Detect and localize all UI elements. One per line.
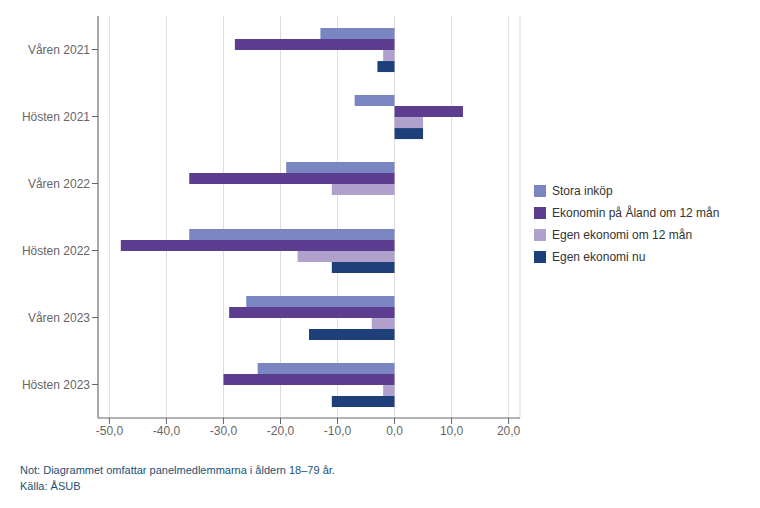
html-text:Källa: ÅSUB: Källa: ÅSUB: [20, 480, 81, 492]
svg-text:Hösten 2023: Hösten 2023: [22, 378, 90, 392]
html-text:Stora inköp: Stora inköp: [552, 184, 613, 198]
html-text:Ekonomin på Åland om 12 mån: Ekonomin på Åland om 12 mån: [552, 206, 720, 220]
html-text:Not: Diagrammet omfattar panel: Not: Diagrammet omfattar panelmedlemmarn…: [20, 464, 335, 476]
svg-text:Våren 2023: Våren 2023: [28, 311, 90, 325]
svg-text:Hösten 2021: Hösten 2021: [22, 110, 90, 124]
svg-text:-40,0: -40,0: [153, 424, 181, 438]
svg-text:Hösten 2022: Hösten 2022: [22, 244, 90, 258]
svg-text:-10,0: -10,0: [324, 424, 352, 438]
svg-text:20,0: 20,0: [497, 424, 521, 438]
svg-text:Våren 2021: Våren 2021: [28, 43, 90, 57]
svg-text:-20,0: -20,0: [267, 424, 295, 438]
svg-text:Våren 2022: Våren 2022: [28, 177, 90, 191]
html-text:Egen ekonomi nu: Egen ekonomi nu: [552, 250, 646, 264]
svg-text:0,0: 0,0: [386, 424, 403, 438]
svg-text:-50,0: -50,0: [96, 424, 124, 438]
svg-text:10,0: 10,0: [440, 424, 464, 438]
svg-text:-30,0: -30,0: [210, 424, 238, 438]
html-text:Egen ekonomi om 12 mån: Egen ekonomi om 12 mån: [552, 228, 693, 242]
